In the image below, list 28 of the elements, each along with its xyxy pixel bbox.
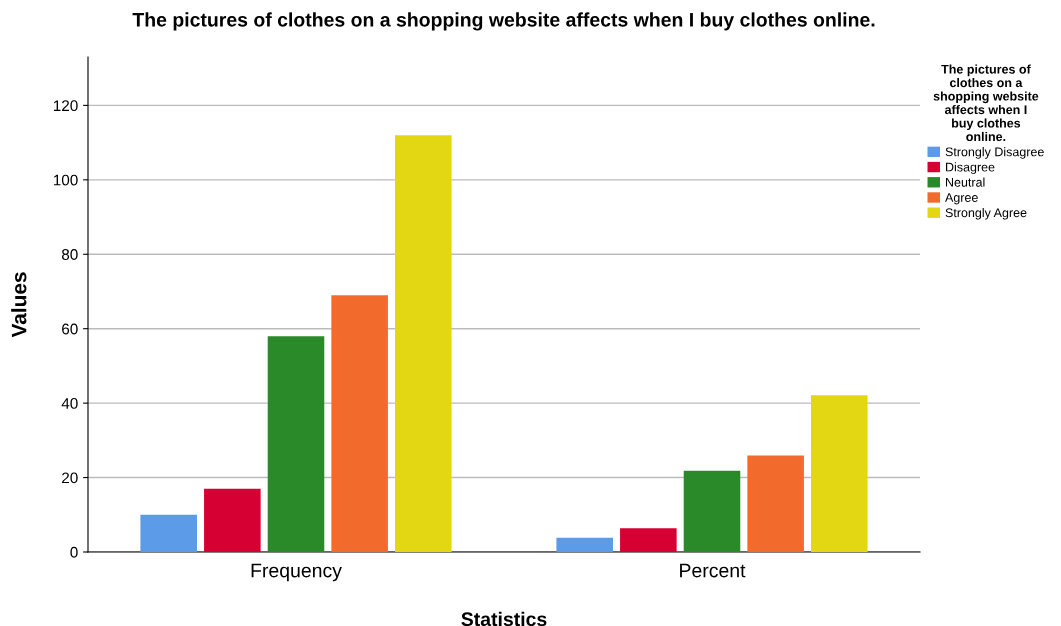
bar (811, 395, 868, 552)
chart-title: The pictures of clothes on a shopping website affects when I buy clothes online. (132, 12, 875, 31)
y-tick-label: 80 (61, 249, 78, 260)
y-tick-label: 120 (53, 100, 78, 112)
x-tick-label: Percent (680, 563, 746, 578)
y-axis-title: Values (11, 272, 27, 338)
x-axis-title: Statistics (461, 611, 547, 626)
bar (747, 455, 804, 552)
y-tick-label: 40 (61, 398, 78, 409)
bar (204, 488, 261, 552)
bar (556, 537, 613, 552)
bar (267, 336, 325, 552)
bar (331, 295, 388, 552)
bar (620, 528, 677, 552)
bar (683, 470, 741, 552)
legend-label: Agree (945, 193, 978, 205)
legend-label: Neutral (946, 177, 985, 187)
y-tick-label: 20 (62, 472, 78, 484)
y-tick-label: 100 (53, 174, 78, 186)
y-tick-label: 0 (70, 546, 78, 558)
bar (140, 514, 197, 552)
legend-label: Disagree (946, 162, 995, 174)
y-tick-label: 60 (62, 323, 78, 335)
legend-label: Strongly Disagree (945, 147, 1044, 159)
legend-label: Strongly Agree (945, 207, 1027, 220)
legend-title: The pictures of clothes on a shopping website affects when I buy clothes online. (933, 64, 1039, 142)
x-tick-label: Frequency (251, 563, 342, 582)
bar (395, 135, 452, 552)
